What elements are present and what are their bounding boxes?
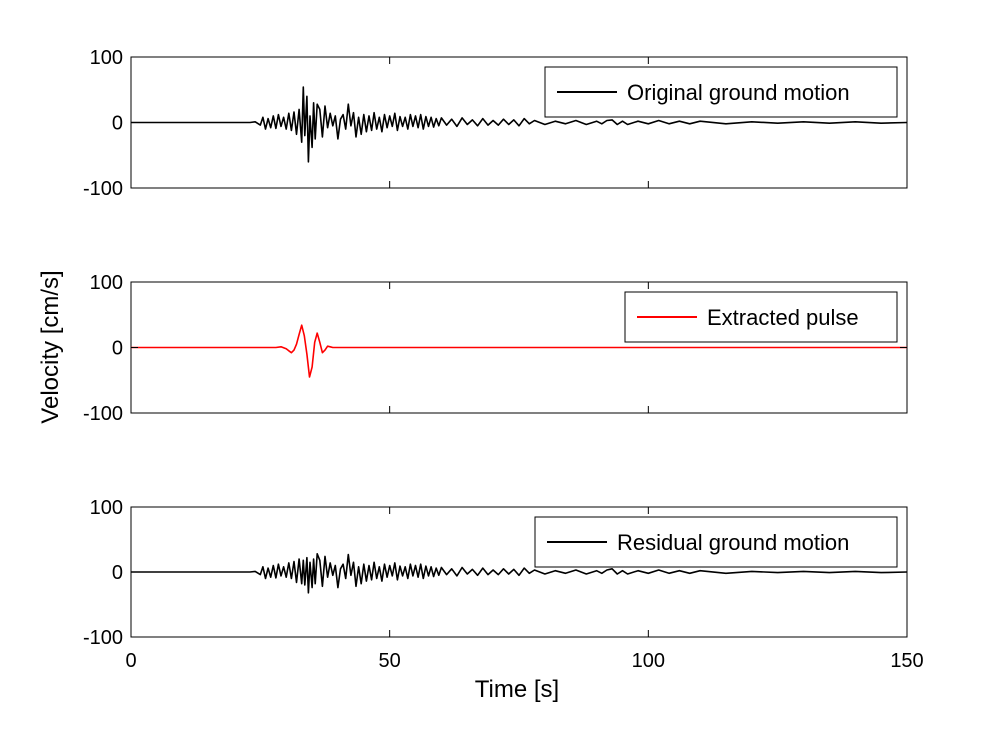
- x-axis-label: Time [s]: [475, 676, 559, 703]
- legend-bottom: Residual ground motion: [534, 516, 898, 568]
- y-tick-label-middle: -100: [83, 403, 123, 425]
- legend-label-top: Original ground motion: [627, 80, 850, 105]
- series-line-top-0: [131, 86, 908, 163]
- y-tick-label-bottom: 100: [90, 497, 123, 519]
- x-tick-label: 0: [125, 650, 136, 672]
- y-tick-label-middle: 0: [112, 338, 123, 360]
- y-tick-label-top: 0: [112, 113, 123, 135]
- y-tick-label-top: -100: [83, 178, 123, 200]
- legend-label-bottom: Residual ground motion: [617, 530, 849, 555]
- legend-top: Original ground motion: [544, 66, 898, 118]
- y-tick-label-top: 100: [90, 47, 123, 69]
- y-tick-label-bottom: -100: [83, 627, 123, 649]
- series-line-middle-0: [131, 324, 907, 378]
- x-tick-label: 50: [379, 650, 401, 672]
- panel-middle: -100 0 100 Extracted pulse: [83, 272, 908, 425]
- y-tick-label-middle: 100: [90, 272, 123, 294]
- panel-top: -100 0 100 Original ground motion: [83, 47, 908, 200]
- x-tick-label: 150: [890, 650, 923, 672]
- y-tick-label-bottom: 0: [112, 562, 123, 584]
- legend-middle: Extracted pulse: [624, 291, 898, 343]
- legend-label-middle: Extracted pulse: [707, 305, 859, 330]
- series-line-bottom-0: [131, 552, 908, 594]
- y-axis-label: Velocity [cm/s]: [37, 270, 64, 423]
- x-tick-label: 100: [632, 650, 665, 672]
